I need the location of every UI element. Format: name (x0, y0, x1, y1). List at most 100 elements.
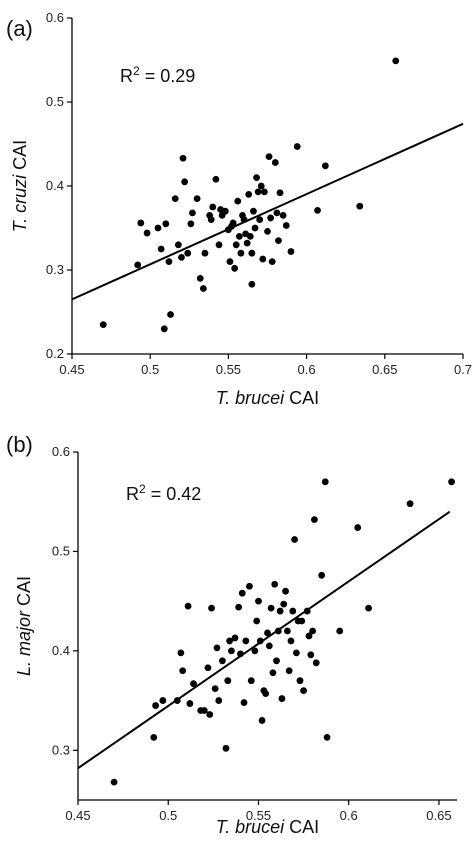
data-point (165, 258, 173, 265)
x-tick-label: 0.65 (372, 362, 397, 377)
data-point (257, 182, 265, 190)
data-point (392, 57, 400, 65)
data-point (282, 222, 290, 229)
data-point (237, 249, 245, 257)
data-point (237, 650, 244, 658)
data-point (265, 642, 273, 650)
panel-b: 0.45 0.5 0.55 0.6 0.65 0.3 0.4 0.5 0.6 (b) R2 = 0.… (6, 432, 457, 837)
data-point (254, 188, 262, 196)
data-point (206, 711, 214, 718)
data-point (354, 524, 362, 531)
data-point (201, 249, 209, 257)
data-point (240, 216, 248, 224)
data-point (179, 154, 187, 162)
data-point (243, 239, 251, 247)
data-point (274, 627, 282, 635)
data-point (137, 219, 145, 227)
data-point (150, 733, 158, 741)
data-point (287, 637, 295, 645)
data-point (265, 153, 273, 161)
data-point (240, 699, 248, 706)
x-tick-label: 0.6 (298, 362, 316, 377)
data-point (246, 233, 254, 240)
data-point (255, 597, 262, 605)
data-point (276, 189, 284, 197)
x-tick-label: 0.65 (426, 808, 451, 823)
y-tick-label: 0.6 (52, 444, 70, 459)
data-point (199, 285, 207, 292)
data-point (298, 617, 306, 625)
data-point (291, 536, 298, 543)
data-point (229, 219, 237, 227)
data-point (296, 677, 304, 685)
data-point (212, 175, 220, 183)
r-squared-annotation: R2 = 0.29 (120, 64, 195, 86)
y-axis-title: L. major CAI (14, 576, 34, 676)
data-point (251, 224, 259, 232)
data-point (200, 707, 208, 714)
data-point (282, 587, 289, 595)
x-tick-label: 0.6 (340, 808, 358, 823)
data-point (321, 162, 329, 170)
data-point (283, 627, 291, 635)
data-point (234, 197, 242, 205)
y-tick-label: 0.4 (46, 178, 64, 193)
data-point (231, 634, 239, 642)
data-point (209, 203, 217, 211)
data-point (157, 245, 165, 253)
data-point (336, 627, 344, 635)
x-tick-label: 0.5 (141, 362, 159, 377)
data-point (287, 248, 295, 255)
data-point (289, 607, 297, 615)
data-point (292, 649, 300, 657)
data-point (242, 637, 250, 645)
data-point (253, 617, 261, 625)
x-tick-label: 0.45 (59, 362, 84, 377)
data-point (267, 604, 275, 612)
y-tick-label: 0.2 (46, 346, 64, 361)
data-point (260, 188, 268, 196)
regression-line (71, 122, 464, 301)
data-point (228, 647, 235, 655)
y-axis-title: T. cruzi CAI (10, 140, 30, 232)
data-point (99, 321, 107, 328)
x-tick-label: 0.7 (454, 362, 472, 377)
data-point (356, 202, 364, 210)
data-point (365, 604, 372, 612)
panel-label: (b) (6, 432, 33, 457)
data-point (143, 229, 151, 237)
data-point (321, 478, 329, 486)
y-tick-label: 0.3 (46, 262, 64, 277)
data-point (248, 249, 256, 257)
data-point (177, 649, 185, 657)
x-tick-label: 0.55 (246, 808, 271, 823)
data-point (179, 667, 187, 675)
data-point (264, 629, 271, 637)
data-point (184, 249, 192, 257)
y-tick-label: 0.5 (46, 94, 64, 109)
data-point (245, 191, 253, 198)
data-point (204, 664, 212, 672)
data-point (189, 209, 196, 217)
data-point (226, 258, 234, 265)
data-point (171, 195, 179, 203)
panel-a: 0.45 0.5 0.55 0.6 0.65 0.7 0.2 0.3 0.4 0.5 0.6 (a) R… (6, 10, 472, 408)
data-point (193, 195, 201, 203)
data-point (273, 209, 281, 217)
data-point (211, 685, 219, 693)
data-point (312, 659, 320, 667)
data-point (276, 607, 284, 615)
data-point (406, 500, 414, 508)
data-point (251, 647, 259, 655)
data-point (305, 632, 313, 640)
x-axis-title: T. brucei CAI (216, 817, 319, 837)
data-point (280, 600, 288, 608)
data-point (160, 325, 168, 333)
data-point (213, 644, 221, 652)
data-point (235, 603, 243, 611)
data-point (186, 700, 194, 707)
data-point (224, 677, 232, 685)
x-tick-label: 0.5 (159, 808, 177, 823)
data-point (190, 680, 197, 688)
